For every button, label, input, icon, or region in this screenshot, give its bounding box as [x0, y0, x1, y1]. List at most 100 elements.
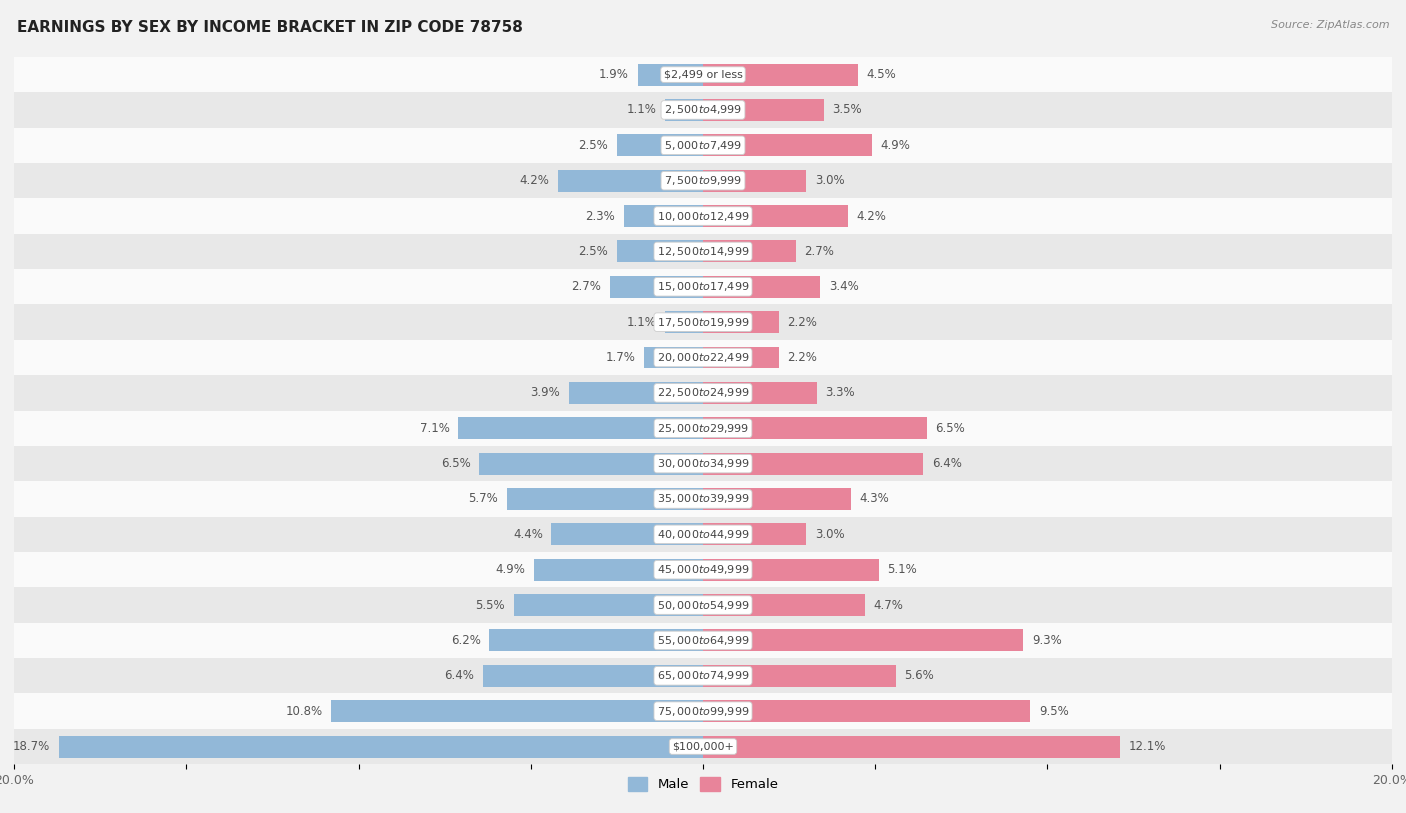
Bar [617, 241, 703, 263]
Text: 6.4%: 6.4% [444, 669, 474, 682]
Bar [14, 163, 1392, 198]
Bar [558, 170, 703, 192]
Bar [568, 382, 703, 404]
Bar [14, 729, 1392, 764]
Text: 3.3%: 3.3% [825, 386, 855, 399]
Legend: Male, Female: Male, Female [623, 772, 783, 797]
Text: $40,000 to $44,999: $40,000 to $44,999 [657, 528, 749, 541]
Bar [637, 63, 703, 85]
Text: $65,000 to $74,999: $65,000 to $74,999 [657, 669, 749, 682]
Bar [513, 594, 703, 616]
Text: 5.1%: 5.1% [887, 563, 917, 576]
Text: $50,000 to $54,999: $50,000 to $54,999 [657, 598, 749, 611]
Bar [534, 559, 703, 580]
Bar [703, 382, 817, 404]
Bar [59, 736, 703, 758]
Text: 2.5%: 2.5% [578, 139, 609, 152]
Bar [551, 524, 703, 546]
Bar [14, 128, 1392, 163]
Bar [14, 92, 1392, 128]
Text: 2.7%: 2.7% [804, 245, 835, 258]
Text: 1.7%: 1.7% [606, 351, 636, 364]
Bar [14, 693, 1392, 729]
Bar [644, 346, 703, 368]
Text: $75,000 to $99,999: $75,000 to $99,999 [657, 705, 749, 718]
Text: 7.1%: 7.1% [420, 422, 450, 435]
Text: 9.5%: 9.5% [1039, 705, 1069, 718]
Text: $35,000 to $39,999: $35,000 to $39,999 [657, 493, 749, 506]
Text: 4.2%: 4.2% [520, 174, 550, 187]
Bar [14, 659, 1392, 693]
Text: 5.5%: 5.5% [475, 598, 505, 611]
Text: 3.0%: 3.0% [815, 528, 845, 541]
Text: 6.4%: 6.4% [932, 457, 962, 470]
Bar [703, 99, 824, 121]
Bar [703, 417, 927, 439]
Text: 2.3%: 2.3% [585, 210, 616, 223]
Bar [703, 134, 872, 156]
Bar [506, 488, 703, 510]
Bar [703, 170, 807, 192]
Bar [482, 665, 703, 687]
Bar [14, 623, 1392, 659]
Bar [479, 453, 703, 475]
Bar [703, 63, 858, 85]
Text: 9.3%: 9.3% [1032, 634, 1062, 647]
Text: $10,000 to $12,499: $10,000 to $12,499 [657, 210, 749, 223]
Text: $17,500 to $19,999: $17,500 to $19,999 [657, 315, 749, 328]
Text: 5.6%: 5.6% [904, 669, 934, 682]
Bar [703, 346, 779, 368]
Text: 1.1%: 1.1% [627, 315, 657, 328]
Text: 1.1%: 1.1% [627, 103, 657, 116]
Text: 6.5%: 6.5% [935, 422, 966, 435]
Bar [14, 269, 1392, 304]
Text: $100,000+: $100,000+ [672, 741, 734, 751]
Text: 3.0%: 3.0% [815, 174, 845, 187]
Text: $2,499 or less: $2,499 or less [664, 70, 742, 80]
Bar [489, 629, 703, 651]
Bar [14, 446, 1392, 481]
Text: $20,000 to $22,499: $20,000 to $22,499 [657, 351, 749, 364]
Text: 1.9%: 1.9% [599, 68, 628, 81]
Bar [617, 134, 703, 156]
Text: $45,000 to $49,999: $45,000 to $49,999 [657, 563, 749, 576]
Text: $5,000 to $7,499: $5,000 to $7,499 [664, 139, 742, 152]
Text: $30,000 to $34,999: $30,000 to $34,999 [657, 457, 749, 470]
Text: $25,000 to $29,999: $25,000 to $29,999 [657, 422, 749, 435]
Bar [14, 587, 1392, 623]
Bar [14, 233, 1392, 269]
Bar [703, 700, 1031, 722]
Text: 3.4%: 3.4% [828, 280, 859, 293]
Bar [665, 311, 703, 333]
Text: 4.9%: 4.9% [496, 563, 526, 576]
Text: EARNINGS BY SEX BY INCOME BRACKET IN ZIP CODE 78758: EARNINGS BY SEX BY INCOME BRACKET IN ZIP… [17, 20, 523, 35]
Text: 6.5%: 6.5% [440, 457, 471, 470]
Bar [703, 736, 1119, 758]
Bar [14, 376, 1392, 411]
Text: 3.9%: 3.9% [530, 386, 560, 399]
Text: 2.5%: 2.5% [578, 245, 609, 258]
Bar [14, 552, 1392, 587]
Text: 4.9%: 4.9% [880, 139, 910, 152]
Text: 10.8%: 10.8% [285, 705, 322, 718]
Text: 2.7%: 2.7% [571, 280, 602, 293]
Text: 4.5%: 4.5% [866, 68, 897, 81]
Text: $22,500 to $24,999: $22,500 to $24,999 [657, 386, 749, 399]
Text: 4.7%: 4.7% [873, 598, 904, 611]
Bar [610, 276, 703, 298]
Bar [703, 594, 865, 616]
Bar [14, 517, 1392, 552]
Text: $15,000 to $17,499: $15,000 to $17,499 [657, 280, 749, 293]
Text: $55,000 to $64,999: $55,000 to $64,999 [657, 634, 749, 647]
Text: 12.1%: 12.1% [1129, 740, 1166, 753]
Text: 6.2%: 6.2% [451, 634, 481, 647]
Text: 2.2%: 2.2% [787, 315, 817, 328]
Bar [14, 57, 1392, 92]
Bar [14, 304, 1392, 340]
Text: 4.4%: 4.4% [513, 528, 543, 541]
Text: 4.2%: 4.2% [856, 210, 886, 223]
Bar [703, 311, 779, 333]
Bar [703, 524, 807, 546]
Bar [703, 629, 1024, 651]
Bar [703, 665, 896, 687]
